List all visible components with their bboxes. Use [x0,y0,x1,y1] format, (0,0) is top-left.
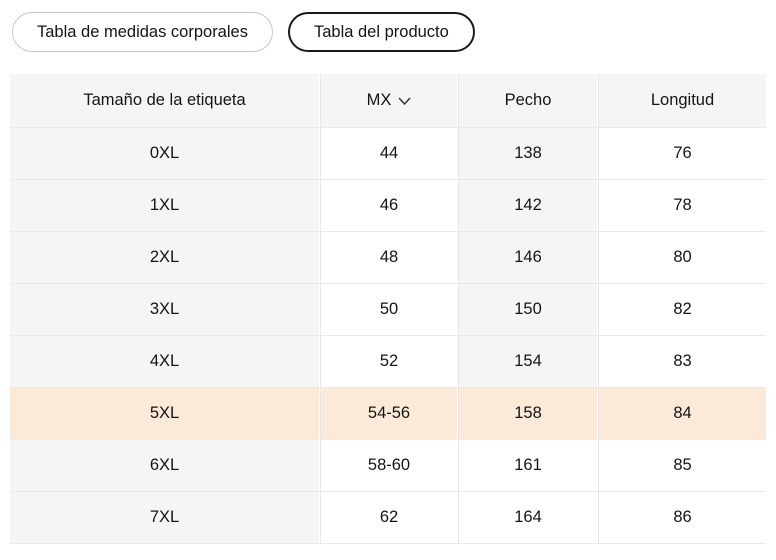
mx-value-cell: 46 [320,180,458,232]
table-row: 0XL 44 138 76 [10,128,766,180]
table-row: 1XL 46 142 78 [10,180,766,232]
longitud-value-cell: 85 [598,440,766,492]
mx-value-cell: 62 [320,492,458,544]
mx-value-cell: 52 [320,336,458,388]
table-row: 3XL 50 150 82 [10,284,766,336]
tab-product-measurements[interactable]: Tabla del producto [287,12,475,52]
pecho-value-cell: 146 [458,232,598,284]
mx-value-cell: 54-56 [320,388,458,440]
size-label-cell: 5XL [10,388,320,440]
longitud-value-cell: 84 [598,388,766,440]
table-row: 5XL 54-56 158 84 [10,388,766,440]
table-row: 2XL 48 146 80 [10,232,766,284]
column-header-mx[interactable]: MX [320,74,458,128]
column-header-pecho: Pecho [458,74,598,128]
size-chart-tabs: Tabla de medidas corporales Tabla del pr… [12,12,764,52]
size-label-cell: 4XL [10,336,320,388]
table-row: 7XL 62 164 86 [10,492,766,544]
longitud-value-cell: 82 [598,284,766,336]
pecho-value-cell: 150 [458,284,598,336]
pecho-value-cell: 158 [458,388,598,440]
mx-value-cell: 44 [320,128,458,180]
pecho-value-cell: 142 [458,180,598,232]
pecho-value-cell: 138 [458,128,598,180]
longitud-value-cell: 86 [598,492,766,544]
pecho-value-cell: 154 [458,336,598,388]
table-row: 6XL 58-60 161 85 [10,440,766,492]
table-row: 4XL 52 154 83 [10,336,766,388]
size-label-cell: 3XL [10,284,320,336]
size-label-cell: 1XL [10,180,320,232]
longitud-value-cell: 83 [598,336,766,388]
mx-header-label: MX [366,91,392,109]
tab-body-measurements[interactable]: Tabla de medidas corporales [12,12,273,52]
mx-value-cell: 58-60 [320,440,458,492]
pecho-value-cell: 161 [458,440,598,492]
longitud-value-cell: 80 [598,232,766,284]
table-header-row: Tamaño de la etiqueta MX Pecho Longitud [10,74,766,128]
size-label-cell: 0XL [10,128,320,180]
mx-value-cell: 48 [320,232,458,284]
mx-value-cell: 50 [320,284,458,336]
column-header-size-label: Tamaño de la etiqueta [10,74,320,128]
size-table-body: 0XL 44 138 76 1XL 46 142 78 2XL 48 146 80 3XL 50 150 82… [10,128,766,544]
size-label-cell: 6XL [10,440,320,492]
column-header-longitud: Longitud [598,74,766,128]
longitud-value-cell: 78 [598,180,766,232]
pecho-value-cell: 164 [458,492,598,544]
size-label-cell: 7XL [10,492,320,544]
size-label-cell: 2XL [10,232,320,284]
chevron-down-icon [398,92,411,111]
size-table: Tamaño de la etiqueta MX Pecho Longitud … [10,74,766,544]
longitud-value-cell: 76 [598,128,766,180]
